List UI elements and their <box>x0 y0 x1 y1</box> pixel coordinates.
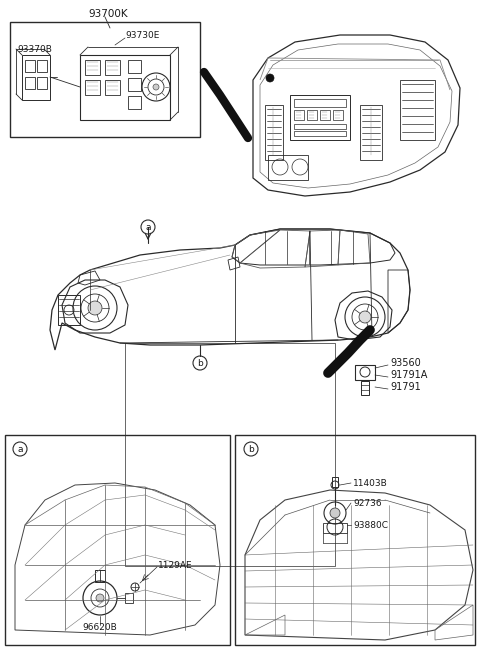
Bar <box>294 124 346 129</box>
Bar <box>294 110 304 120</box>
Bar <box>25 77 35 89</box>
Text: a: a <box>17 445 23 453</box>
Bar <box>235 435 475 645</box>
Bar <box>323 523 347 533</box>
Bar <box>268 155 308 180</box>
Text: 93370B: 93370B <box>18 45 52 54</box>
Text: 96620B: 96620B <box>83 623 118 632</box>
Bar <box>332 477 338 487</box>
Bar <box>125 593 133 603</box>
Text: 1129AE: 1129AE <box>158 560 192 569</box>
Text: 93700K: 93700K <box>88 9 128 19</box>
Text: b: b <box>248 445 254 453</box>
Bar <box>355 365 375 380</box>
Bar <box>58 295 80 325</box>
Circle shape <box>359 311 371 323</box>
Text: 93560: 93560 <box>390 358 421 368</box>
Bar <box>265 105 283 160</box>
Bar <box>128 78 141 91</box>
Text: 11403B: 11403B <box>353 478 388 487</box>
Text: 91791A: 91791A <box>390 370 427 380</box>
Text: 93880C: 93880C <box>353 520 388 529</box>
Bar <box>320 110 330 120</box>
Text: 93730E: 93730E <box>125 30 159 39</box>
Bar <box>361 381 369 395</box>
Text: b: b <box>197 358 203 367</box>
Bar <box>105 60 120 75</box>
Bar <box>37 60 47 72</box>
Bar <box>125 343 335 566</box>
Bar <box>25 60 35 72</box>
Circle shape <box>88 301 102 315</box>
Text: 92736: 92736 <box>353 499 382 508</box>
Bar <box>5 435 230 645</box>
Bar <box>294 99 346 107</box>
Bar <box>105 80 120 95</box>
Bar <box>360 105 382 160</box>
Circle shape <box>266 74 274 82</box>
Circle shape <box>96 594 104 602</box>
Bar <box>128 96 141 109</box>
Bar <box>37 77 47 89</box>
Circle shape <box>153 84 159 90</box>
Bar <box>307 110 317 120</box>
Bar <box>128 60 141 73</box>
Bar <box>294 131 346 136</box>
Text: 91791: 91791 <box>390 382 421 392</box>
Bar <box>95 570 105 582</box>
Bar <box>10 22 200 137</box>
Bar <box>333 110 343 120</box>
Bar <box>400 80 435 140</box>
Bar <box>85 80 100 95</box>
Bar <box>290 95 350 140</box>
Circle shape <box>330 508 340 518</box>
Text: a: a <box>145 222 151 232</box>
Bar <box>85 60 100 75</box>
